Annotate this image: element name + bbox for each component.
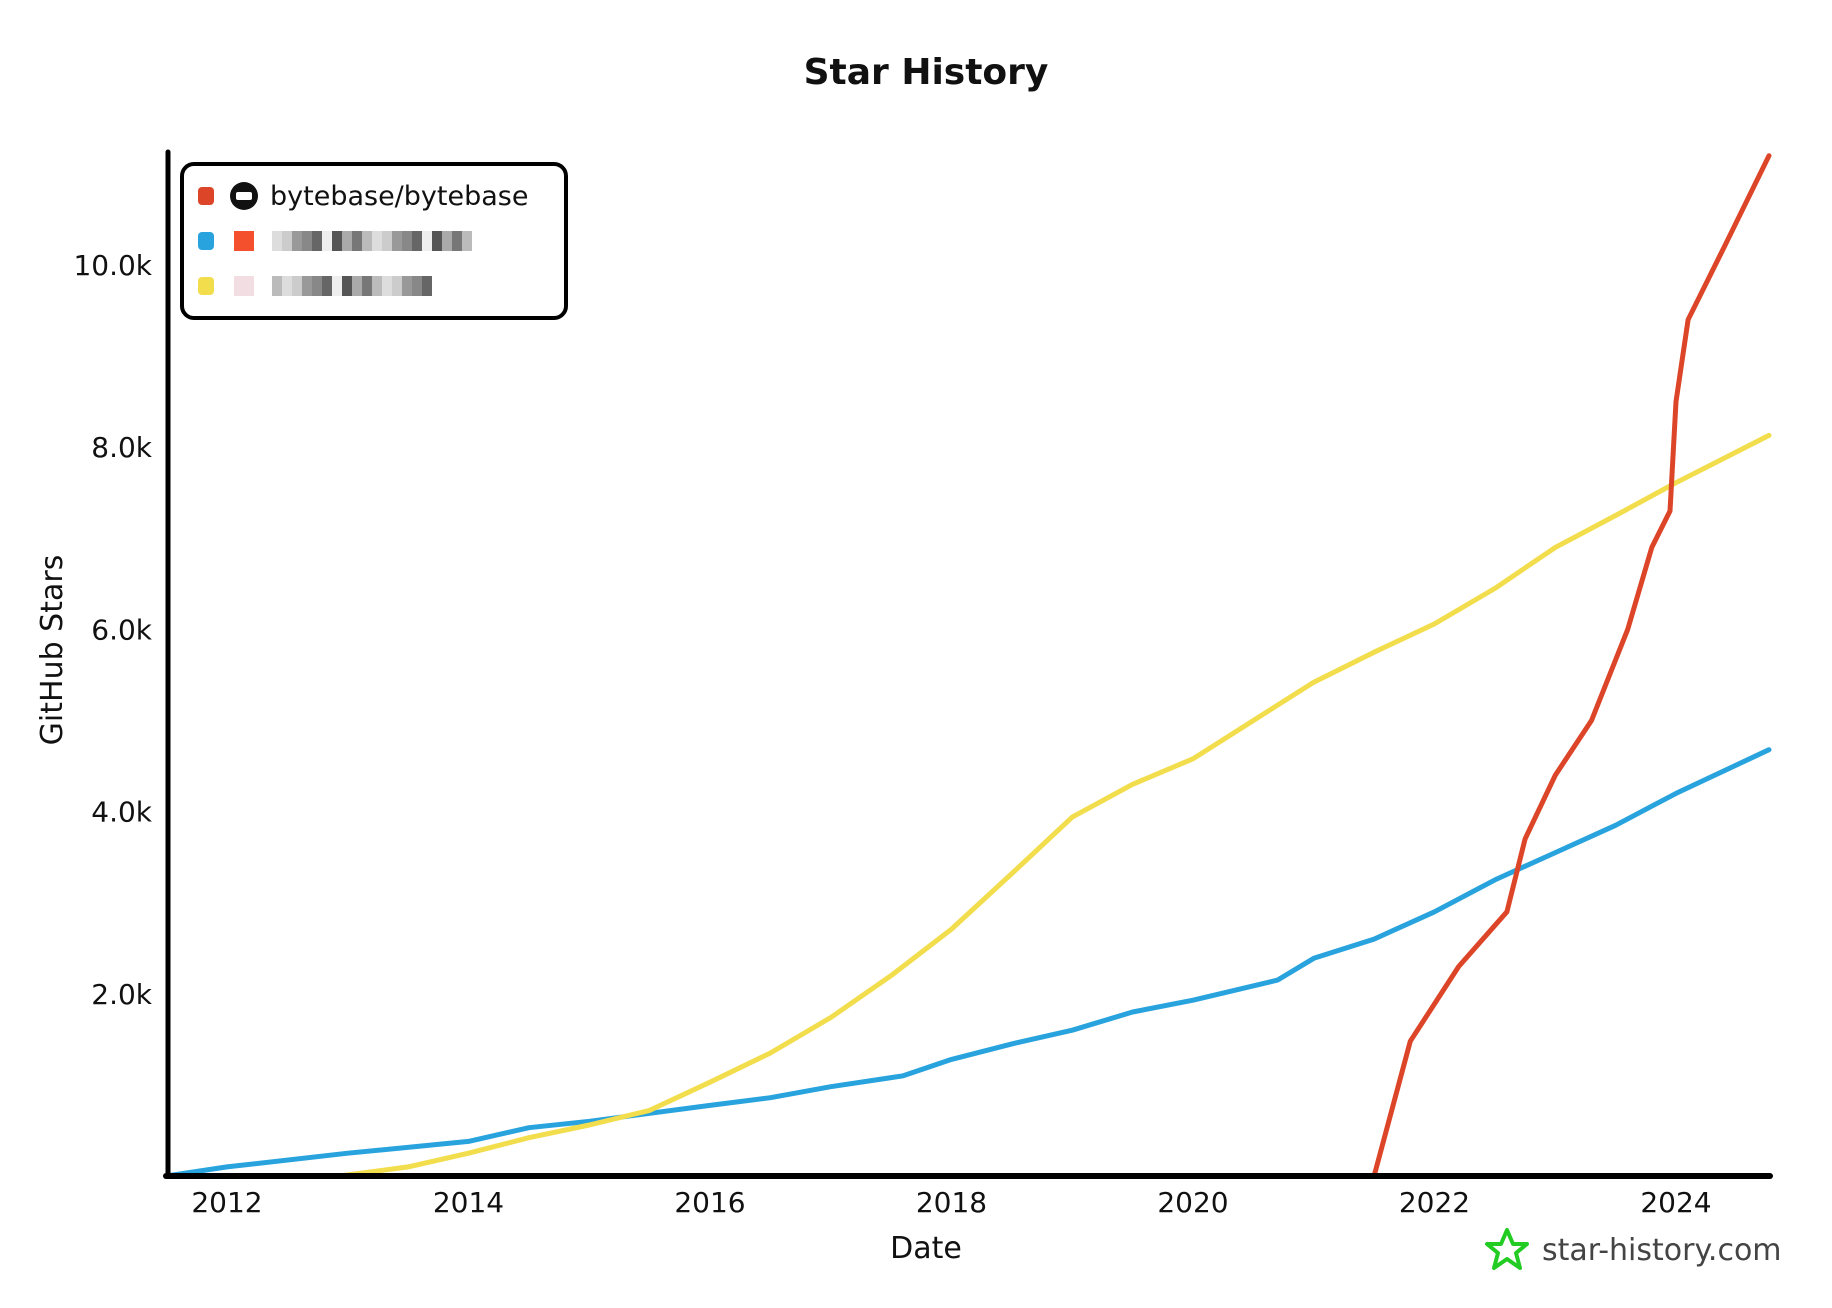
y-tick-labels: 2.0k 4.0k 6.0k 8.0k 10.0k [73, 249, 152, 1011]
x-tick-label: 2012 [191, 1186, 262, 1219]
series-line-2 [336, 432, 1772, 1179]
x-tick-label: 2014 [433, 1186, 504, 1219]
y-tick-label: 2.0k [91, 978, 153, 1011]
chart-title: Star History [804, 52, 1049, 93]
x-tick-labels: 2012 2014 2016 2018 2020 2022 2024 [191, 1186, 1711, 1219]
x-axis-label: Date [890, 1231, 962, 1266]
pixelated-legend-label [272, 231, 472, 251]
legend-swatch [198, 277, 214, 295]
star-history-logo-icon [1485, 1228, 1529, 1270]
watermark: star-history.com [1485, 1228, 1782, 1270]
x-tick-label: 2016 [674, 1186, 745, 1219]
series-line-0 [1371, 153, 1772, 1179]
y-tick-label: 6.0k [91, 613, 153, 646]
y-tick-label: 4.0k [91, 796, 153, 829]
series-layer [164, 153, 1772, 1179]
pixelated-avatar-icon [234, 231, 254, 251]
x-tick-label: 2018 [916, 1186, 987, 1219]
legend-swatch [198, 232, 214, 250]
legend-label: bytebase/bytebase [270, 181, 528, 212]
y-axis-label: GitHub Stars [35, 555, 70, 746]
legend-swatch [198, 187, 214, 205]
legend: bytebase/bytebase [180, 162, 568, 320]
x-tick-label: 2020 [1157, 1186, 1228, 1219]
x-tick-label: 2022 [1399, 1186, 1470, 1219]
watermark-text: star-history.com [1542, 1233, 1782, 1268]
pixelated-avatar-icon [234, 276, 254, 296]
y-tick-label: 10.0k [73, 249, 152, 282]
pixelated-legend-label [272, 276, 432, 296]
github-icon [230, 182, 258, 210]
y-tick-label: 8.0k [91, 431, 153, 464]
series-line-1 [164, 747, 1772, 1179]
x-tick-label: 2024 [1640, 1186, 1711, 1219]
